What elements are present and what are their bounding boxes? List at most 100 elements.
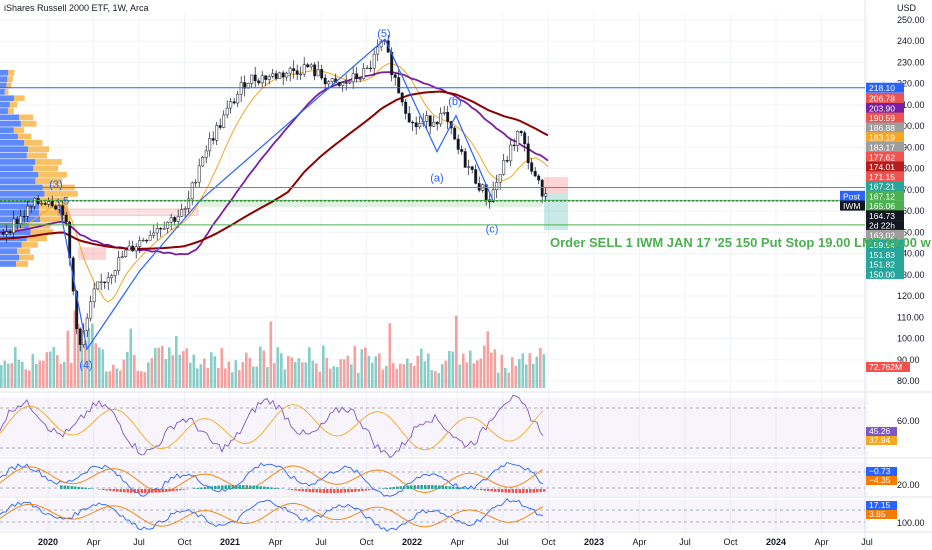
macd-histogram-bar: [515, 489, 518, 493]
profile-bar-sell: [6, 82, 12, 89]
macd-histogram-bar: [511, 489, 514, 493]
macd-histogram-bar: [88, 488, 91, 489]
macd-histogram-bar: [147, 489, 150, 493]
candle-body: [533, 171, 537, 177]
candle-body: [414, 122, 418, 128]
macd-line-b: [0, 465, 544, 493]
volume-bar: [301, 362, 304, 388]
volume-bar: [178, 354, 182, 388]
volume-bar: [448, 350, 451, 388]
time-tick: 2024: [766, 537, 786, 547]
macd-histogram-bar: [168, 489, 171, 492]
candle-body: [47, 201, 51, 205]
volume-bar: [213, 356, 217, 388]
volume-bar: [525, 364, 528, 388]
volume-bar: [77, 323, 80, 388]
small-zone: [78, 247, 106, 260]
macd-pane: 20.00 −0.73−4.35: [0, 461, 920, 497]
time-tick: 2022: [402, 537, 422, 547]
volume-bar: [500, 354, 504, 388]
macd-histogram-bar: [298, 489, 301, 491]
stoch-value-tag: [866, 510, 897, 519]
profile-bar-sell: [38, 171, 68, 178]
candle-body: [456, 138, 460, 150]
volume-bar: [476, 360, 479, 388]
macd-histogram-bar: [305, 489, 308, 492]
candle-body: [523, 132, 527, 145]
volume-bar: [262, 350, 266, 388]
volume-bar: [269, 321, 273, 388]
chart-title: iShares Russell 2000 ETF, 1W, Arca: [4, 3, 149, 13]
profile-bar-buy: [0, 139, 25, 146]
time-axis[interactable]: 2020 Apr Jul Oct 2021 Apr Jul Oct 2022 Apr Jul Oct 2…: [38, 537, 873, 547]
macd-histogram-bar: [522, 489, 525, 493]
rsi-line-a: [0, 394, 544, 459]
profile-bar-sell: [21, 241, 38, 248]
volume-bar: [143, 372, 147, 388]
candle-body: [467, 166, 471, 168]
macd-histogram-bar: [112, 489, 115, 492]
candle-body: [176, 216, 180, 222]
volume-bar: [472, 363, 476, 388]
price-tag-box: [866, 122, 904, 133]
candle-body: [229, 101, 233, 109]
candle-body: [400, 92, 404, 103]
macd-histogram-bar: [203, 487, 206, 489]
macd-histogram-bar: [364, 489, 367, 491]
volume-bar: [66, 330, 70, 388]
price-tag-value: 190.59: [869, 113, 895, 123]
candle-body: [155, 228, 159, 234]
profile-bar-buy: [0, 159, 36, 165]
price-axis[interactable]: 80.00 90.00 100.00 110.00 120.00 130.00 140.00…: [897, 15, 925, 386]
candle-body: [365, 67, 369, 70]
time-tick: Oct: [723, 537, 738, 547]
price-tag-value: 203.90: [869, 103, 895, 113]
price-tick: 120.00: [897, 291, 925, 301]
candle-body: [218, 125, 222, 128]
macd-value: −0.73: [869, 466, 891, 476]
price-tag-box: [866, 181, 904, 192]
candle-body: [106, 277, 110, 283]
candle-body: [211, 138, 215, 141]
macd-histogram-bar: [312, 489, 315, 493]
candle-body: [306, 64, 310, 68]
macd-histogram-bar: [119, 489, 122, 492]
volume-bar: [3, 360, 7, 388]
macd-histogram-bar: [231, 485, 234, 489]
volume-bar: [87, 328, 91, 388]
volume-bar: [336, 366, 339, 388]
volume-bar: [542, 354, 546, 388]
profile-bar-sell: [33, 165, 59, 172]
profile-bar-sell: [35, 159, 62, 165]
candle-body: [474, 169, 478, 184]
wave-label: (a): [430, 172, 443, 184]
profile-bar-sell: [4, 89, 9, 95]
stoch-line-b: [0, 503, 544, 528]
volume-bar: [196, 368, 199, 388]
candle-body: [120, 256, 124, 258]
macd-histogram-bar: [361, 489, 364, 492]
macd-histogram-bar: [301, 489, 304, 492]
volume-bar: [35, 363, 38, 388]
candle-body: [250, 74, 254, 84]
volume-bar: [59, 363, 63, 388]
candle-body: [89, 301, 93, 319]
order-annotation[interactable]: Order SELL 1 IWM JAN 17 '25 150 Put Stop…: [550, 235, 932, 250]
volume-bar: [280, 353, 283, 388]
macd-histogram-bar: [431, 485, 434, 489]
macd-histogram-bar: [287, 489, 290, 490]
price-tick: 110.00: [897, 312, 924, 322]
volume-bar: [332, 366, 336, 388]
candle-body: [19, 215, 23, 225]
price-tags: 218.10206.78203.90190.59186.88183.19183.…: [840, 82, 910, 372]
candle-body: [194, 181, 198, 184]
macd-histogram-bar: [424, 485, 427, 489]
macd-value-tag: [866, 476, 897, 485]
volume-bar: [507, 372, 511, 388]
profile-bar-sell: [40, 216, 71, 223]
macd-tick: 20.00: [897, 480, 920, 490]
volume-bar: [45, 352, 49, 388]
macd-histogram-bar: [441, 485, 444, 489]
volume-bar: [182, 351, 185, 388]
